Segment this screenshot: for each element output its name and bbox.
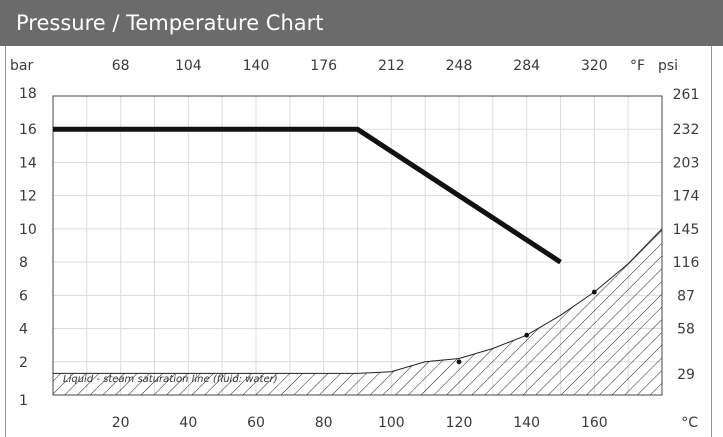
left-axis-tick-label: 1 [19,393,28,409]
right-axis-tick-label: 87 [677,288,695,304]
saturation-region [53,228,662,395]
right-axis-unit: psi [658,58,678,74]
top-axis-tick-label: 212 [378,58,405,74]
top-axis-tick-label: 248 [446,58,473,74]
top-axis-tick-label: 68 [112,58,130,74]
left-axis-tick-label: 6 [19,288,28,304]
left-axis-tick-label: 10 [19,222,37,238]
right-axis-tick-label: 29 [677,367,695,383]
right-axis-tick-label: 203 [673,155,700,171]
bottom-axis-tick-label: 160 [581,415,608,431]
chart-title-bar: Pressure / Temperature Chart [0,0,723,46]
top-axis-unit: °F [630,58,645,74]
top-axis-tick-label: 104 [175,58,202,74]
left-axis-tick-label: 16 [19,122,37,138]
bottom-axis-unit: °C [681,415,698,431]
saturation-point [524,332,530,338]
bottom-axis-tick-label: 20 [112,415,130,431]
right-axis-tick-label: 261 [673,87,700,103]
chart-title: Pressure / Temperature Chart [16,11,324,35]
bottom-axis-tick-label: 80 [315,415,333,431]
right-axis-tick-label: 116 [673,255,700,271]
right-axis-tick-label: 145 [673,222,700,238]
left-axis-tick-label: 14 [19,155,37,171]
top-axis-tick-label: 176 [310,58,337,74]
top-axis-tick-label: 320 [581,58,608,74]
chart-frame: bar °F psi °C Liquid - steam saturation … [5,46,712,437]
right-axis-tick-label: 58 [677,322,695,338]
saturation-label: Liquid - steam saturation line (fluid: w… [63,374,278,385]
right-axis-tick-label: 232 [673,122,700,138]
pressure-temperature-chart: bar °F psi °C Liquid - steam saturation … [10,58,700,431]
saturation-curve [53,228,663,374]
left-axis-tick-label: 12 [19,189,37,205]
left-axis-unit: bar [10,58,33,74]
saturation-point [591,289,597,295]
bottom-axis-tick-label: 120 [446,415,473,431]
bottom-axis-tick-label: 40 [179,415,197,431]
left-axis-tick-label: 8 [19,255,28,271]
left-axis-tick-label: 2 [19,355,28,371]
bottom-axis-tick-label: 60 [247,415,265,431]
bottom-axis-tick-label: 140 [513,415,540,431]
left-axis-tick-label: 18 [19,86,37,102]
saturation-point [456,359,462,365]
plot-border [52,95,663,396]
left-axis-tick-label: 4 [19,322,28,338]
right-axis-tick-label: 174 [673,189,700,205]
top-axis-tick-label: 140 [243,58,270,74]
pressure-temperature-line [53,126,562,265]
top-axis-tick-label: 284 [513,58,540,74]
bottom-axis-tick-label: 100 [378,415,405,431]
